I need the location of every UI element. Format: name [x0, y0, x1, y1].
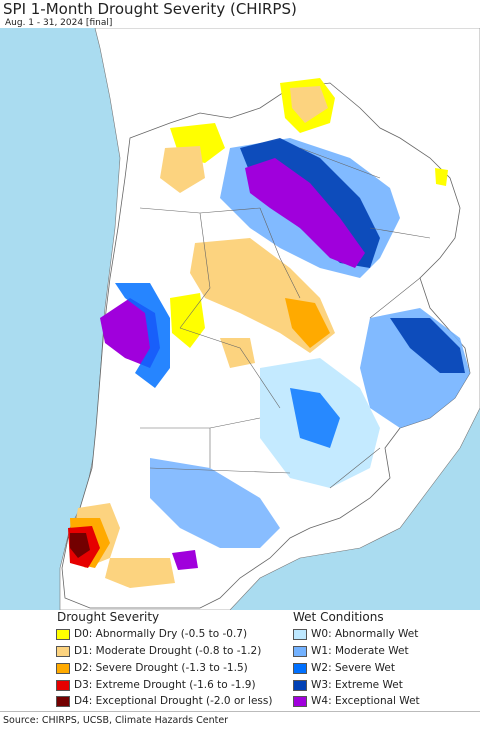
legend-label-w3: W3: Extreme Wet [311, 679, 403, 691]
legend-label-w0: W0: Abnormally Wet [311, 628, 419, 640]
map-subtitle: Aug. 1 - 31, 2024 [final] [5, 18, 113, 28]
swatch-w3 [293, 679, 307, 691]
legend-label-d2: D2: Severe Drought (-1.3 to -1.5) [74, 662, 248, 674]
legend-label-w1: W1: Moderate Wet [311, 645, 409, 657]
legend-item-w0: W0: Abnormally Wet [293, 627, 418, 641]
d2-area-central [285, 298, 330, 348]
w3-area-east [390, 318, 465, 373]
w2-area-central [290, 388, 340, 448]
legend-item-d3: D3: Extreme Drought (-1.6 to -1.9) [56, 678, 256, 692]
legend-label-d1: D1: Moderate Drought (-0.8 to -1.2) [74, 645, 262, 657]
d1-area-north [290, 86, 328, 123]
d1-area-mid [220, 338, 255, 368]
legend-item-d2: D2: Severe Drought (-1.3 to -1.5) [56, 661, 248, 675]
d1-area-south [105, 558, 175, 588]
legend-label-d4: D4: Exceptional Drought (-2.0 or less) [74, 695, 273, 707]
swatch-d1 [56, 645, 70, 657]
drought-legend-title: Drought Severity [57, 610, 160, 624]
swatch-w0 [293, 628, 307, 640]
legend-item-w4: W4: Exceptional Wet [293, 694, 420, 708]
footer-divider [0, 711, 480, 712]
w2-area-west [115, 283, 170, 388]
w4-area-north [245, 158, 365, 268]
swatch-d2 [56, 662, 70, 674]
legend-item-w1: W1: Moderate Wet [293, 644, 409, 658]
province-borders [139, 147, 431, 489]
legend-label-d3: D3: Extreme Drought (-1.6 to -1.9) [74, 679, 256, 691]
d0-area-yellow-ne [435, 168, 448, 186]
wet-legend-title: Wet Conditions [293, 610, 384, 624]
swatch-w4 [293, 695, 307, 707]
swatch-w1 [293, 645, 307, 657]
swatch-d0 [56, 628, 70, 640]
w4-area-south [172, 550, 198, 570]
swatch-d4 [56, 695, 70, 707]
w4-area-west [100, 298, 160, 368]
legend-label-w4: W4: Exceptional Wet [311, 695, 420, 707]
drought-map [0, 28, 480, 610]
d4-area-sw [70, 533, 90, 558]
w1-area-south [150, 458, 280, 548]
d1-area-nw [160, 146, 205, 193]
legend-item-d1: D1: Moderate Drought (-0.8 to -1.2) [56, 644, 261, 658]
source-credit: Source: CHIRPS, UCSB, Climate Hazards Ce… [3, 715, 229, 726]
legend-label-d0: D0: Abnormally Dry (-0.5 to -0.7) [74, 628, 248, 640]
map-title: SPI 1-Month Drought Severity (CHIRPS) [3, 0, 297, 18]
legend-item-w3: W3: Extreme Wet [293, 678, 403, 692]
legend-item-d0: D0: Abnormally Dry (-0.5 to -0.7) [56, 627, 247, 641]
legend-item-w2: W2: Severe Wet [293, 661, 395, 675]
legend-item-d4: D4: Exceptional Drought (-2.0 or less) [56, 694, 272, 708]
swatch-d3 [56, 679, 70, 691]
swatch-w2 [293, 662, 307, 674]
legend-label-w2: W2: Severe Wet [311, 662, 395, 674]
